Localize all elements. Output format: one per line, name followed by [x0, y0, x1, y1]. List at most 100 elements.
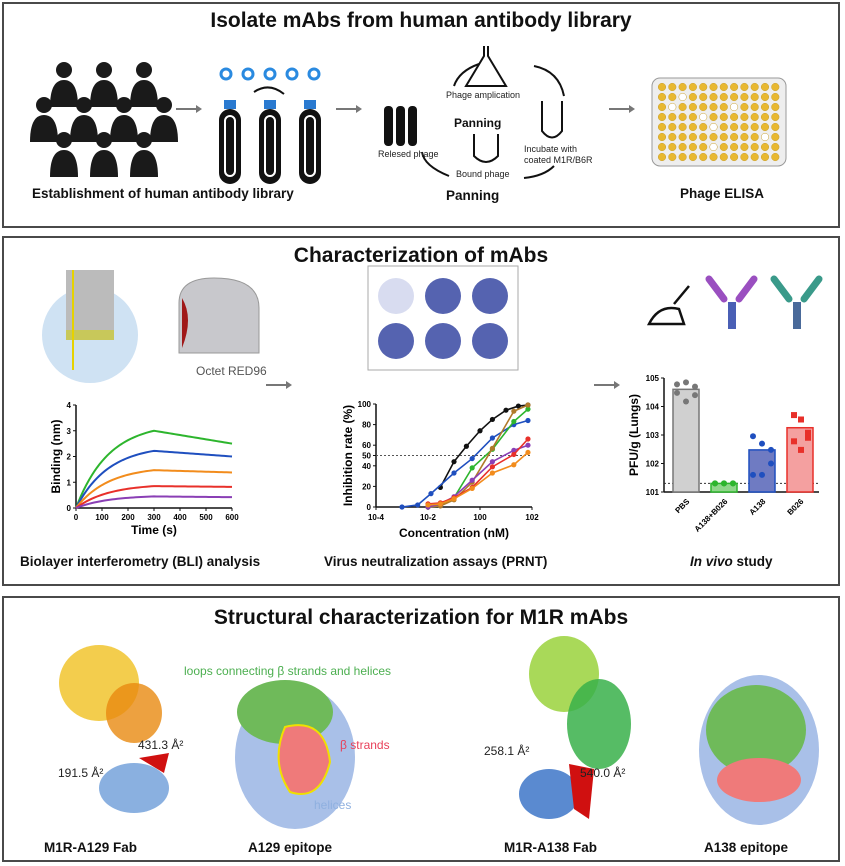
person-head: [156, 97, 172, 113]
data-point: [489, 464, 496, 470]
bli-chart: 0 100 200 300 400 500 600 0 1 2 3 4 Time (s) Binding …: [49, 401, 239, 537]
legend-helices: helices: [314, 798, 352, 812]
y-axis-label: PFU/g (Lungs): [627, 394, 641, 476]
binding-curve: [75, 495, 233, 509]
elisa-well: [760, 82, 770, 92]
elisa-well: [750, 122, 759, 132]
elisa-well: [771, 152, 780, 162]
elisa-well: [657, 112, 667, 122]
elisa-well: [760, 92, 770, 102]
person-head: [96, 132, 112, 148]
bar: [748, 449, 776, 493]
elisa-well: [719, 112, 728, 122]
elisa-well: [730, 102, 739, 112]
inhibition-curve: [401, 419, 529, 508]
person-body: [50, 80, 78, 107]
elisa-well: [688, 112, 697, 122]
person-body: [90, 150, 118, 177]
elisa-well: [668, 132, 677, 142]
elisa-well: [668, 142, 677, 152]
person-body: [90, 80, 118, 107]
arrow-icon: [594, 381, 620, 389]
data-point: [798, 416, 804, 423]
elisa-well: [668, 82, 677, 92]
person-body: [110, 115, 138, 142]
elisa-well: [678, 142, 687, 152]
data-point: [503, 407, 509, 413]
data-point: [469, 455, 475, 462]
a138-epitope-surface: [699, 675, 819, 825]
data-point: [525, 436, 531, 442]
data-point: [489, 435, 496, 441]
data-point: [511, 462, 517, 468]
elisa-well: [719, 142, 728, 152]
binding-curve: [75, 449, 233, 509]
person-body: [150, 115, 178, 142]
elisa-well: [688, 82, 697, 92]
data-point: [425, 502, 431, 508]
y-tick-label: 103: [646, 431, 660, 440]
elisa-well: [709, 132, 718, 142]
person-head: [56, 62, 72, 78]
step-label: Phage ELISA: [680, 186, 765, 201]
elisa-well: [750, 132, 759, 142]
elisa-well: [760, 142, 770, 152]
data-point: [683, 379, 689, 386]
elisa-well: [730, 122, 739, 132]
data-point: [469, 465, 475, 471]
y-tick-label: 50: [362, 452, 371, 461]
elisa-well: [678, 102, 687, 112]
x-tick-label: B026: [786, 497, 806, 517]
data-point: [451, 470, 457, 476]
elisa-well: [688, 152, 697, 162]
elisa-well: [678, 92, 687, 102]
elisa-well: [771, 132, 780, 142]
elisa-well: [771, 142, 780, 152]
elisa-well: [657, 102, 667, 112]
data-point: [791, 412, 797, 419]
elisa-plate-icon: [651, 77, 787, 167]
elisa-well: [771, 82, 780, 92]
data-point: [759, 471, 765, 478]
area-annotation: 258.1 Å²: [484, 744, 530, 758]
data-point: [692, 392, 698, 399]
data-point: [750, 433, 756, 440]
bar: [672, 388, 700, 493]
data-point: [463, 443, 470, 449]
elisa-well: [740, 102, 749, 112]
elisa-well: [668, 92, 677, 102]
x-tick-label: PBS: [673, 497, 691, 515]
x-tick-label: 102: [525, 513, 539, 522]
arrow-icon: [336, 105, 362, 113]
elisa-well: [657, 132, 667, 142]
data-point: [759, 440, 765, 447]
elisa-well: [730, 142, 739, 152]
y-tick-label: 80: [362, 421, 371, 430]
data-point: [415, 502, 421, 508]
elisa-well: [730, 92, 739, 102]
data-point: [525, 417, 531, 424]
person-body: [30, 115, 58, 142]
x-tick-label: 400: [173, 513, 187, 522]
y-tick-label: 60: [362, 441, 371, 450]
cycle-label: coated M1R/B6R: [524, 155, 593, 165]
elisa-well: [657, 122, 667, 132]
elisa-well: [719, 92, 728, 102]
data-point: [683, 398, 689, 405]
elisa-well: [668, 122, 677, 132]
person-body: [70, 115, 98, 142]
structure-label: M1R-A138 Fab: [504, 840, 598, 855]
panel-isolate-mabs: Isolate mAbs from human antibody library…: [2, 2, 840, 228]
elisa-well: [688, 142, 697, 152]
y-tick-label: 40: [362, 462, 371, 471]
data-point: [692, 383, 698, 390]
invivo-rest: study: [732, 554, 773, 569]
y-tick-label: 0: [367, 503, 372, 512]
cycle-label: Bound phage: [456, 169, 510, 179]
plaque-plate-icon: [367, 265, 519, 371]
elisa-well: [709, 102, 718, 112]
cycle-label: Incubate with: [524, 144, 578, 154]
area-annotation: 191.5 Å²: [58, 766, 104, 780]
person-body: [130, 80, 158, 107]
